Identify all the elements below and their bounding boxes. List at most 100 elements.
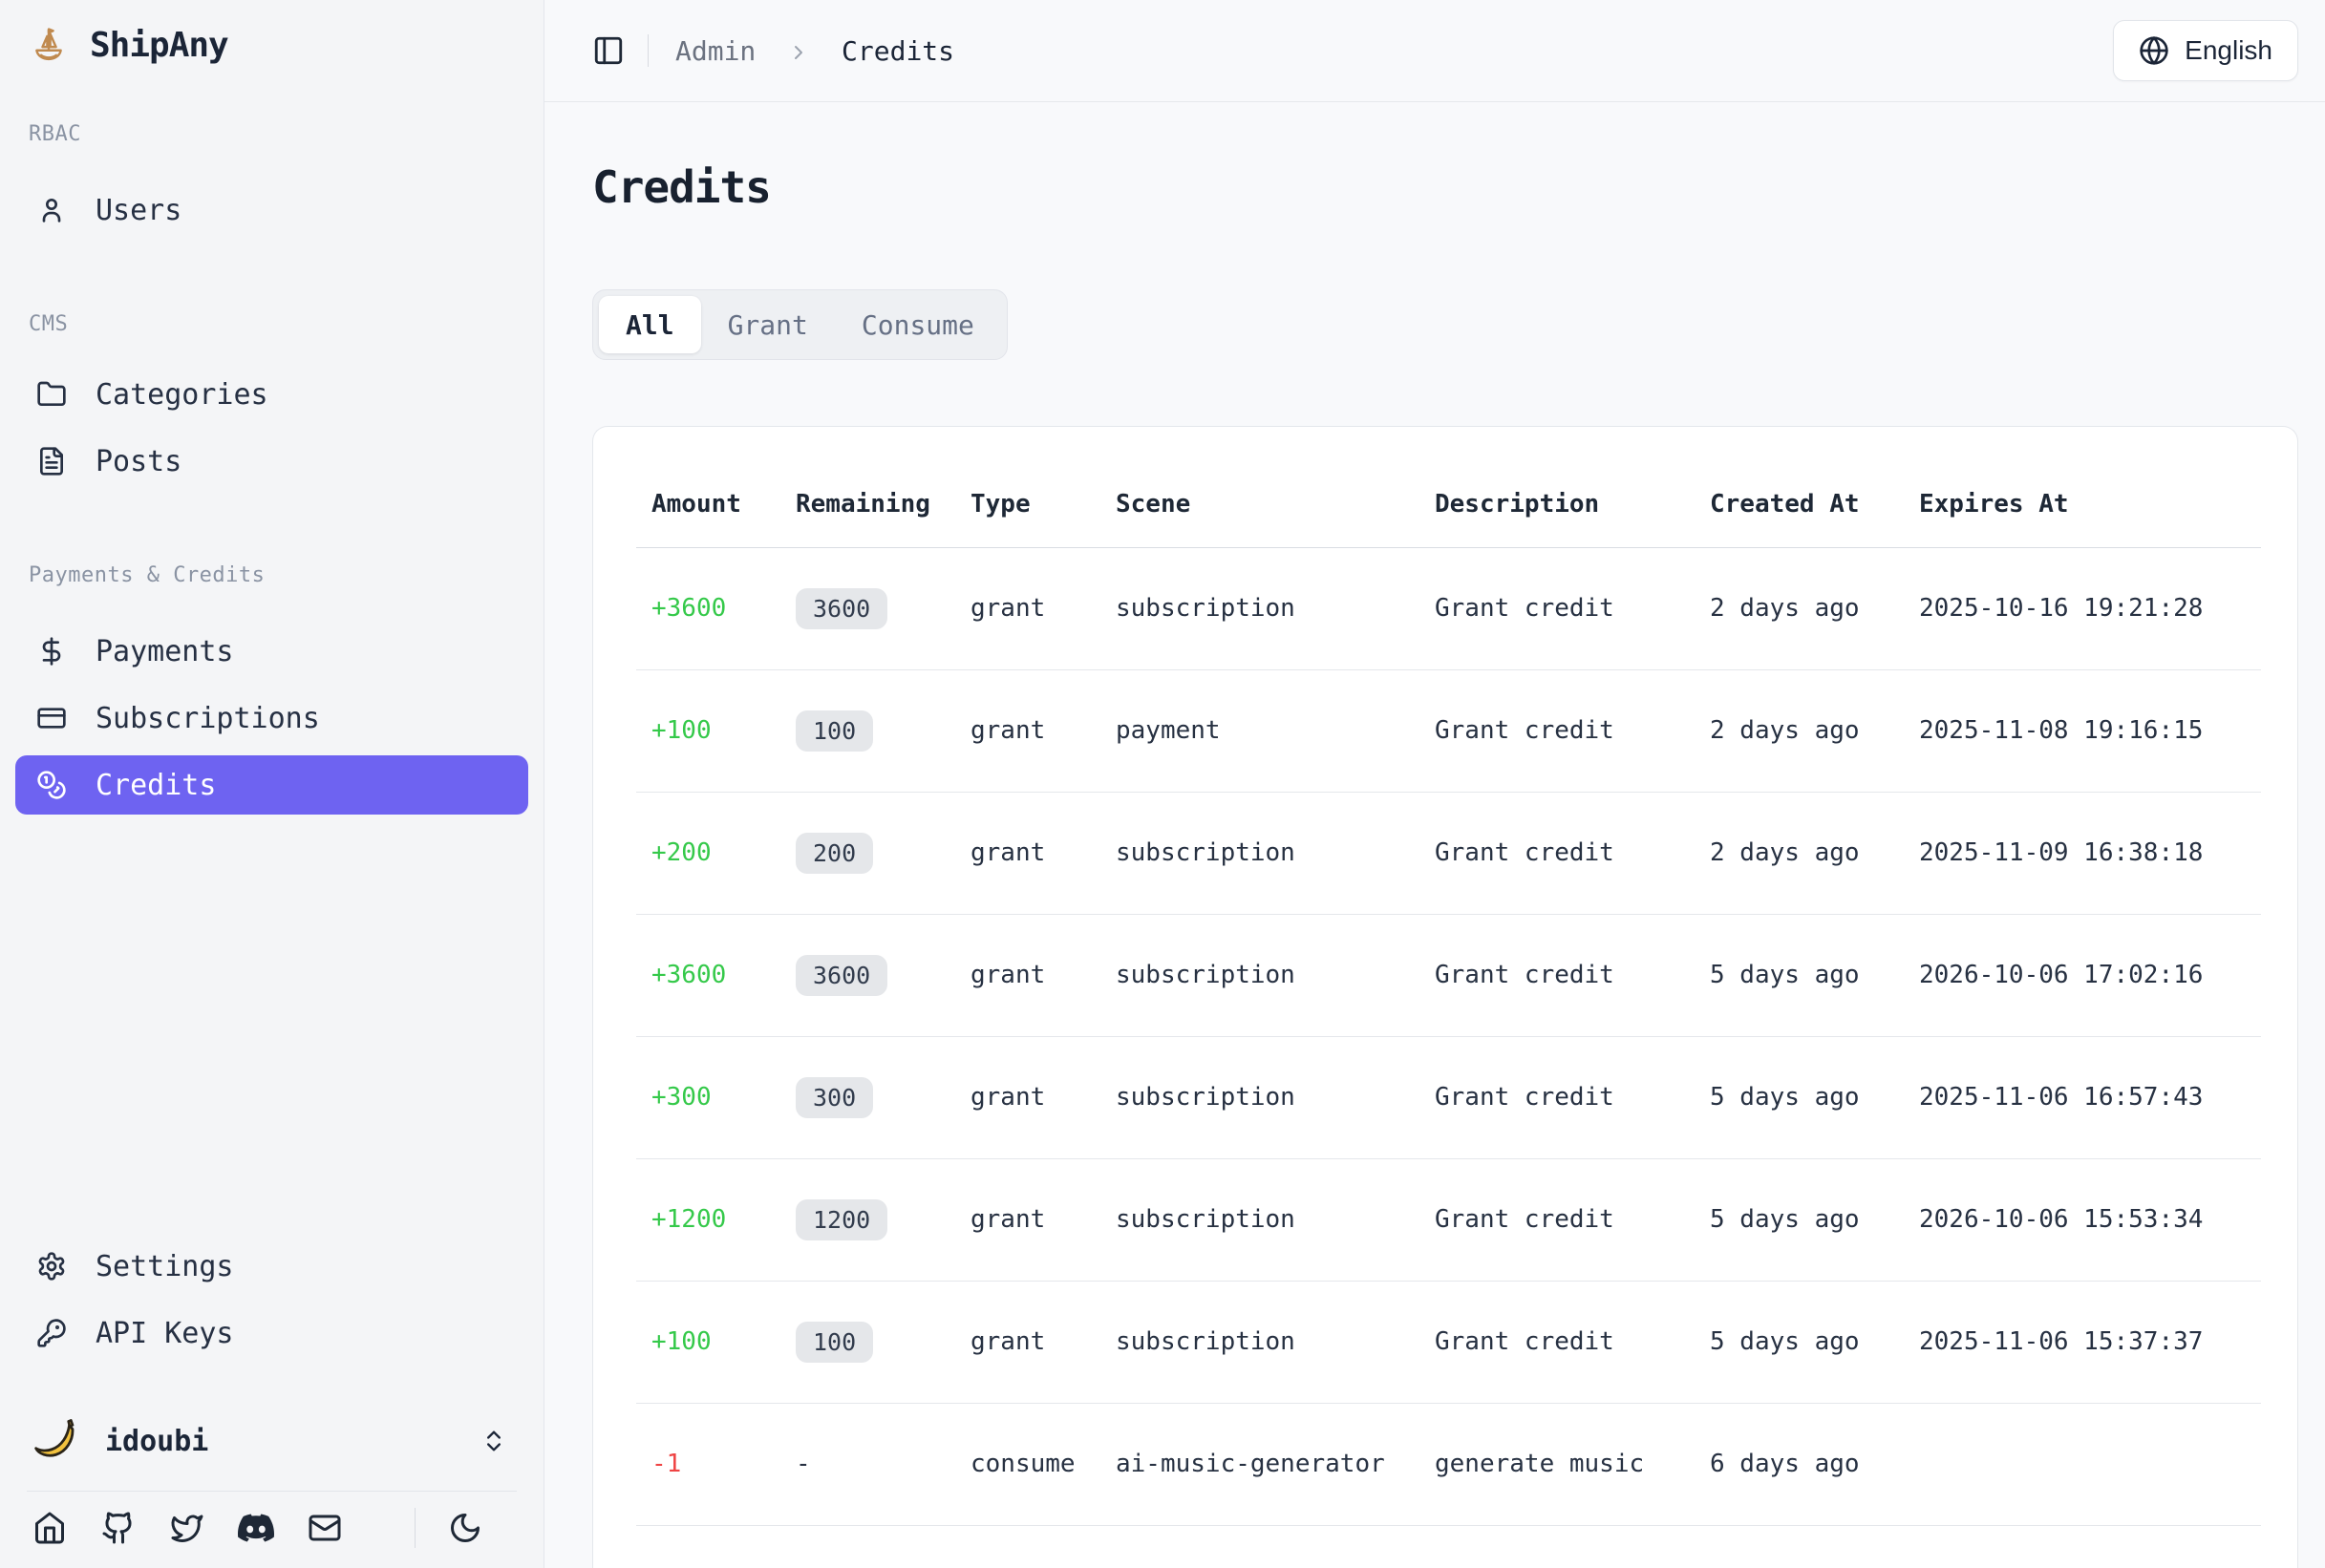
language-label: English bbox=[2185, 35, 2272, 65]
divider bbox=[648, 34, 649, 67]
twitter-icon[interactable] bbox=[153, 1505, 222, 1551]
language-button[interactable]: English bbox=[2113, 20, 2298, 81]
column-header-actions bbox=[2219, 461, 2261, 548]
credit-scene: subscription bbox=[1100, 1036, 1419, 1159]
credit-type: grant bbox=[955, 669, 1100, 793]
sidebar-toggle-button[interactable] bbox=[592, 34, 625, 67]
sidebar-item-settings[interactable]: Settings bbox=[15, 1237, 528, 1296]
table-row: +100 100 grant subscription Grant credit… bbox=[636, 1281, 2261, 1404]
discord-icon[interactable] bbox=[222, 1505, 290, 1551]
credit-expires-at: 2026-10-06 17:02:16 bbox=[1904, 914, 2219, 1037]
credits-table-card: Amount Remaining Type Scene Description … bbox=[592, 426, 2298, 1568]
sidebar-item-credits[interactable]: Credits bbox=[15, 755, 528, 815]
tab-consume[interactable]: Consume bbox=[835, 296, 1001, 353]
credit-type: grant bbox=[955, 1281, 1100, 1404]
column-header-description: Description bbox=[1419, 461, 1695, 548]
user-icon bbox=[36, 195, 67, 225]
credit-remaining: 3600 bbox=[780, 547, 955, 670]
sidebar: ShipAny RBAC Users CMS Categories bbox=[0, 0, 544, 1568]
sidebar-bottom: Settings API Keys idoubi bbox=[15, 1237, 528, 1568]
credit-description: Grant credit bbox=[1419, 1281, 1695, 1404]
credit-description: generate music bbox=[1419, 1403, 1695, 1526]
moon-icon[interactable] bbox=[431, 1505, 500, 1551]
home-icon[interactable] bbox=[15, 1505, 84, 1551]
credit-remaining: 200 bbox=[780, 792, 955, 915]
table-row: +3600 3600 grant subscription Grant cred… bbox=[636, 914, 2261, 1037]
credit-expires-at bbox=[1904, 1403, 2219, 1526]
sidebar-item-label: Categories bbox=[96, 377, 268, 412]
credit-type: grant bbox=[955, 1158, 1100, 1282]
sailboat-icon bbox=[29, 25, 69, 65]
credit-created-at: 2 days ago bbox=[1695, 792, 1904, 915]
credit-description: Grant credit bbox=[1419, 547, 1695, 670]
breadcrumb-admin[interactable]: Admin bbox=[675, 34, 757, 67]
credit-expires-at: 2025-11-09 16:38:18 bbox=[1904, 792, 2219, 915]
credit-created-at: 5 days ago bbox=[1695, 1158, 1904, 1282]
credit-remaining: 100 bbox=[780, 669, 955, 793]
chevron-right-icon bbox=[787, 41, 810, 64]
credit-type: grant bbox=[955, 1036, 1100, 1159]
user-menu[interactable]: idoubi bbox=[15, 1407, 528, 1475]
sidebar-item-users[interactable]: Users bbox=[15, 180, 528, 240]
table-row: +300 300 grant subscription Grant credit… bbox=[636, 1036, 2261, 1159]
credit-amount: +100 bbox=[636, 1281, 780, 1404]
sidebar-item-posts[interactable]: Posts bbox=[15, 432, 528, 491]
banana-avatar bbox=[27, 1414, 80, 1468]
credit-amount: +200 bbox=[636, 792, 780, 915]
breadcrumb-credits: Credits bbox=[842, 34, 955, 67]
credit-amount: +3600 bbox=[636, 547, 780, 670]
coins-icon bbox=[36, 770, 67, 800]
sidebar-item-payments[interactable]: Payments bbox=[15, 622, 528, 681]
credit-scene: subscription bbox=[1100, 914, 1419, 1037]
column-header-amount: Amount bbox=[636, 461, 780, 548]
credit-type: grant bbox=[955, 547, 1100, 670]
credit-scene: ai-music-generator bbox=[1100, 1403, 1419, 1526]
credit-scene: payment bbox=[1100, 669, 1419, 793]
app-logo[interactable]: ShipAny bbox=[15, 0, 528, 65]
credits-table: Amount Remaining Type Scene Description … bbox=[636, 461, 2261, 1526]
section-label-cms: CMS bbox=[29, 312, 69, 336]
credit-remaining: 3600 bbox=[780, 914, 955, 1037]
credit-scene: subscription bbox=[1100, 547, 1419, 670]
sidebar-item-api-keys[interactable]: API Keys bbox=[15, 1303, 528, 1363]
remaining-badge: 100 bbox=[796, 710, 874, 752]
credit-type: grant bbox=[955, 792, 1100, 915]
filter-tabs: All Grant Consume bbox=[592, 289, 1008, 360]
column-header-expires-at: Expires At bbox=[1904, 461, 2219, 548]
remaining-badge: 100 bbox=[796, 1321, 874, 1363]
page-title: Credits bbox=[592, 161, 772, 213]
table-row: +1200 1200 grant subscription Grant cred… bbox=[636, 1158, 2261, 1282]
credit-description: Grant credit bbox=[1419, 669, 1695, 793]
credit-remaining: 1200 bbox=[780, 1158, 955, 1282]
chevrons-up-down-icon bbox=[480, 1428, 507, 1454]
tab-grant[interactable]: Grant bbox=[701, 296, 835, 353]
remaining-badge: 3600 bbox=[796, 954, 888, 996]
section-label-payments-credits: Payments & Credits bbox=[29, 563, 266, 587]
credit-remaining: - bbox=[780, 1403, 955, 1526]
credit-created-at: 5 days ago bbox=[1695, 1281, 1904, 1404]
remaining-badge: 200 bbox=[796, 832, 874, 874]
table-row: +100 100 grant payment Grant credit 2 da… bbox=[636, 669, 2261, 793]
key-icon bbox=[36, 1318, 67, 1348]
sidebar-item-label: Posts bbox=[96, 444, 182, 478]
mail-icon[interactable] bbox=[290, 1505, 359, 1551]
table-row: +3600 3600 grant subscription Grant cred… bbox=[636, 547, 2261, 670]
user-name: idoubi bbox=[105, 1424, 209, 1458]
remaining-badge: 1200 bbox=[796, 1198, 888, 1240]
dollar-icon bbox=[36, 636, 67, 667]
credit-created-at: 2 days ago bbox=[1695, 669, 1904, 793]
tab-all[interactable]: All bbox=[599, 296, 701, 353]
github-icon[interactable] bbox=[84, 1505, 153, 1551]
sidebar-item-categories[interactable]: Categories bbox=[15, 365, 528, 424]
sidebar-item-label: Users bbox=[96, 193, 182, 227]
credit-amount: +300 bbox=[636, 1036, 780, 1159]
credit-description: Grant credit bbox=[1419, 1036, 1695, 1159]
credit-scene: subscription bbox=[1100, 792, 1419, 915]
sidebar-item-subscriptions[interactable]: Subscriptions bbox=[15, 689, 528, 748]
column-header-scene: Scene bbox=[1100, 461, 1419, 548]
sidebar-item-label: Subscriptions bbox=[96, 701, 320, 735]
divider bbox=[27, 1491, 517, 1492]
column-header-created-at: Created At bbox=[1695, 461, 1904, 548]
credit-created-at: 2 days ago bbox=[1695, 547, 1904, 670]
sidebar-item-label: Payments bbox=[96, 634, 234, 668]
